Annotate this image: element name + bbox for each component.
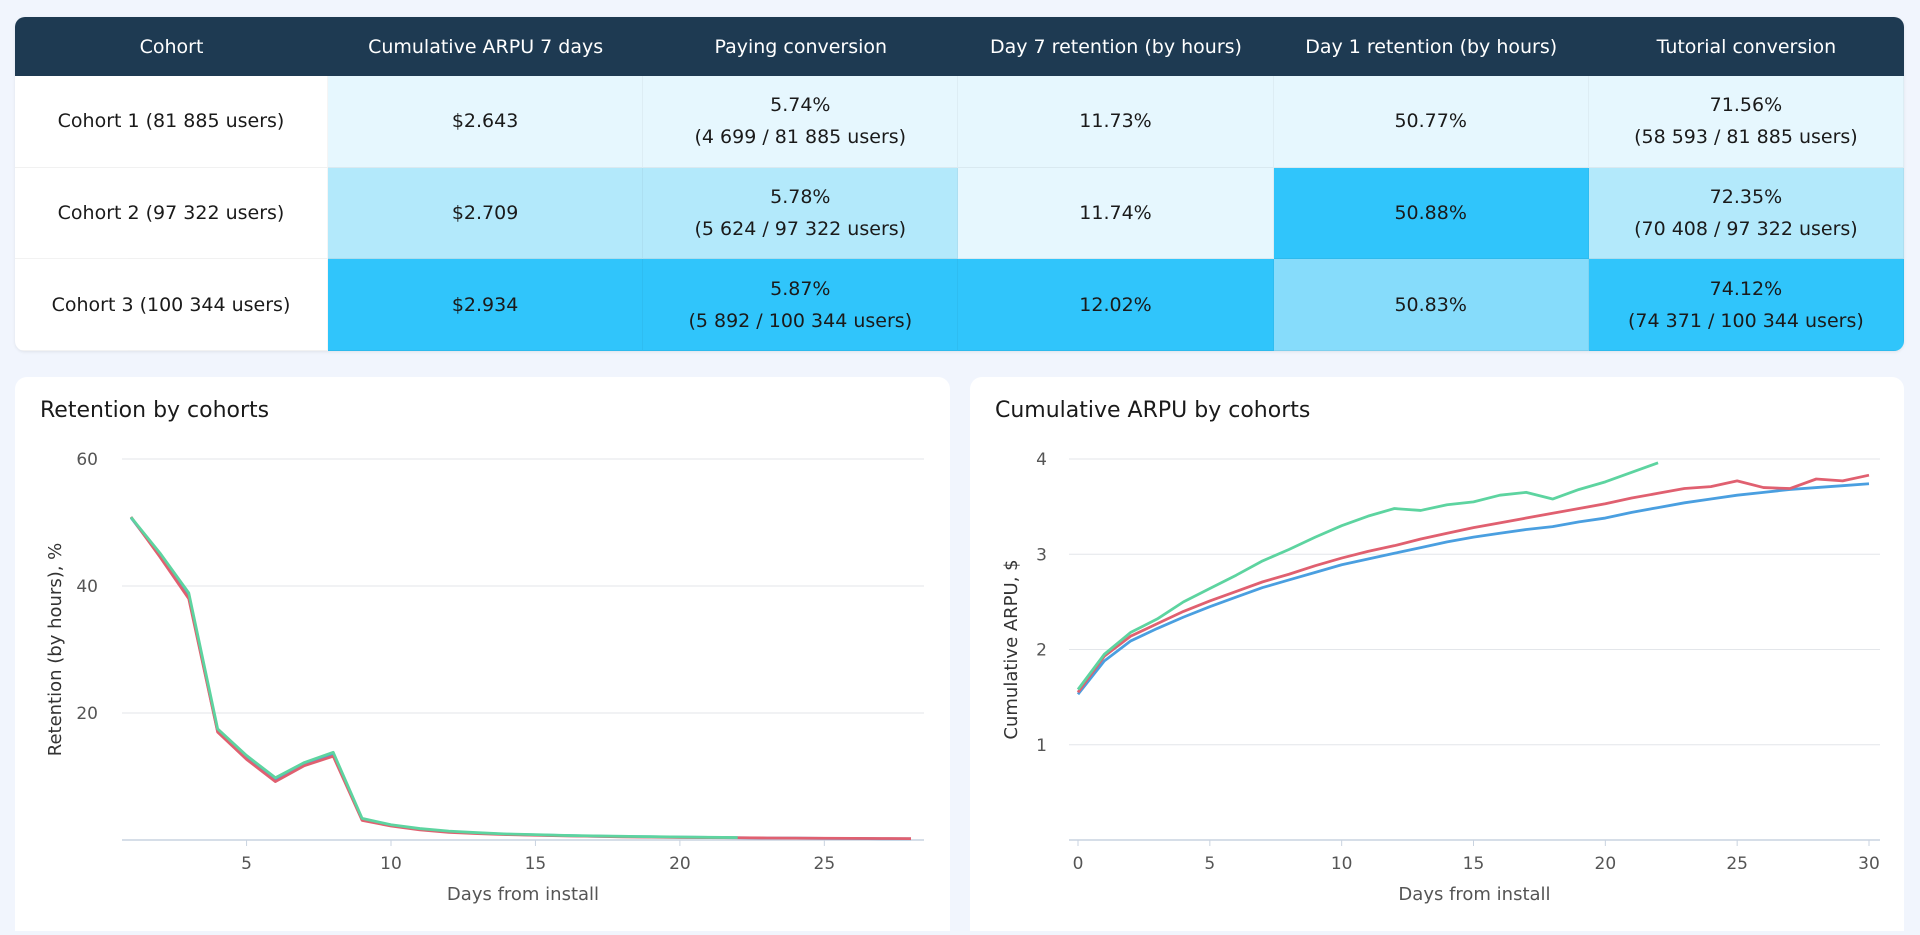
x-tick-label: 20	[1595, 854, 1617, 874]
chart-title: Cumulative ARPU by cohorts	[995, 398, 1310, 423]
x-tick-label: 15	[525, 854, 547, 874]
header-cell: Day 1 retention (by hours)	[1273, 17, 1589, 76]
value-cell: 74.12% (74 371 / 100 344 users)	[1588, 259, 1904, 351]
x-axis-label: Days from install	[1398, 884, 1550, 905]
value-cell: 5.78% (5 624 / 97 322 users)	[643, 167, 959, 260]
x-tick-label: 15	[1463, 854, 1485, 874]
value-cell: 12.02%	[958, 259, 1274, 351]
y-axis-label: Cumulative ARPU, $	[1001, 559, 1022, 739]
chart-title: Retention by cohorts	[40, 398, 269, 423]
value-cell: 5.87% (5 892 / 100 344 users)	[643, 259, 959, 351]
header-cell: Cohort	[15, 17, 328, 76]
chart: Cumulative ARPU by cohorts Days from inst…	[995, 398, 1880, 905]
x-tick-label: 25	[1726, 854, 1748, 874]
y-tick-label: 60	[76, 450, 98, 470]
cell-text: 74.12%	[1709, 277, 1783, 300]
value-cell: 50.83%	[1273, 259, 1589, 351]
x-tick-label: 10	[380, 854, 402, 874]
value-cell: $2.709	[328, 167, 644, 260]
cell-text: 50.88%	[1394, 201, 1467, 224]
y-axis-label: Retention (by hours), %	[45, 543, 66, 757]
value-cell: $2.934	[328, 259, 644, 351]
y-tick-label: 1	[1036, 736, 1047, 756]
cell-text: 11.74%	[1079, 201, 1152, 224]
cell-text: 50.77%	[1394, 110, 1467, 133]
chart: Retention by cohorts Days from install Ret…	[40, 398, 924, 905]
series-line	[129, 516, 738, 839]
header-cell: Tutorial conversion	[1588, 17, 1904, 76]
cohort-cell: Cohort 1 (81 885 users)	[15, 76, 328, 168]
x-tick-label: 25	[814, 854, 836, 874]
x-tick-label: 5	[241, 854, 252, 874]
cell-text: (5 624 / 97 322 users)	[694, 217, 907, 240]
cohort-table: Cohort Cumulative ARPU 7 days Paying conve…	[15, 17, 1904, 351]
cell-text: (70 408 / 97 322 users)	[1634, 217, 1858, 240]
y-tick-label: 2	[1036, 641, 1047, 661]
x-tick-label: 10	[1331, 854, 1353, 874]
y-tick-label: 40	[76, 577, 98, 597]
value-cell: 5.74% (4 699 / 81 885 users)	[643, 76, 959, 168]
y-tick-label: 4	[1036, 450, 1047, 470]
x-tick-label: 0	[1073, 854, 1084, 874]
value-cell: 72.35% (70 408 / 97 322 users)	[1588, 167, 1904, 260]
y-tick-label: 20	[76, 704, 98, 724]
cell-text: 5.87%	[770, 277, 831, 300]
cell-text: 5.78%	[770, 185, 831, 208]
cell-text: 11.73%	[1079, 110, 1152, 133]
value-cell: 11.74%	[958, 167, 1274, 260]
series-line	[129, 516, 911, 841]
cell-text: 71.56%	[1709, 94, 1783, 117]
cohort-cell: Cohort 3 (100 344 users)	[15, 259, 328, 351]
cell-text: (5 892 / 100 344 users)	[688, 309, 913, 332]
value-cell: 71.56% (58 593 / 81 885 users)	[1588, 76, 1904, 168]
chart-panel: Retention by cohorts Days from install Ret…	[15, 377, 950, 931]
cell-text: (74 371 / 100 344 users)	[1628, 309, 1864, 332]
series-line	[1076, 473, 1870, 694]
x-tick-label: 20	[669, 854, 691, 874]
chart-panel: Cumulative ARPU by cohorts Days from inst…	[970, 377, 1904, 931]
x-axis-label: Days from install	[447, 884, 599, 905]
header-cell: Day 7 retention (by hours)	[958, 17, 1274, 76]
cohort-cell: Cohort 2 (97 322 users)	[15, 167, 328, 260]
series-line	[129, 516, 912, 841]
header-cell: Cumulative ARPU 7 days	[328, 17, 644, 76]
value-cell: $2.643	[328, 76, 644, 168]
cell-text: $2.709	[451, 201, 519, 224]
series-line	[1076, 461, 1659, 691]
cell-text: $2.643	[451, 110, 519, 133]
cell-text: $2.934	[451, 293, 519, 316]
header-cell: Paying conversion	[643, 17, 959, 76]
cell-text: 12.02%	[1079, 293, 1152, 316]
cell-text: (4 699 / 81 885 users)	[694, 126, 907, 149]
value-cell: 50.77%	[1273, 76, 1589, 168]
x-tick-label: 30	[1858, 854, 1880, 874]
cell-text: 50.83%	[1394, 293, 1467, 316]
y-tick-label: 3	[1036, 545, 1047, 565]
cell-text: 72.35%	[1709, 185, 1783, 208]
cell-text: 5.74%	[770, 94, 831, 117]
cell-text: (58 593 / 81 885 users)	[1634, 126, 1858, 149]
value-cell: 50.88%	[1273, 167, 1589, 260]
x-tick-label: 5	[1204, 854, 1215, 874]
series-line	[1076, 482, 1870, 696]
value-cell: 11.73%	[958, 76, 1274, 168]
